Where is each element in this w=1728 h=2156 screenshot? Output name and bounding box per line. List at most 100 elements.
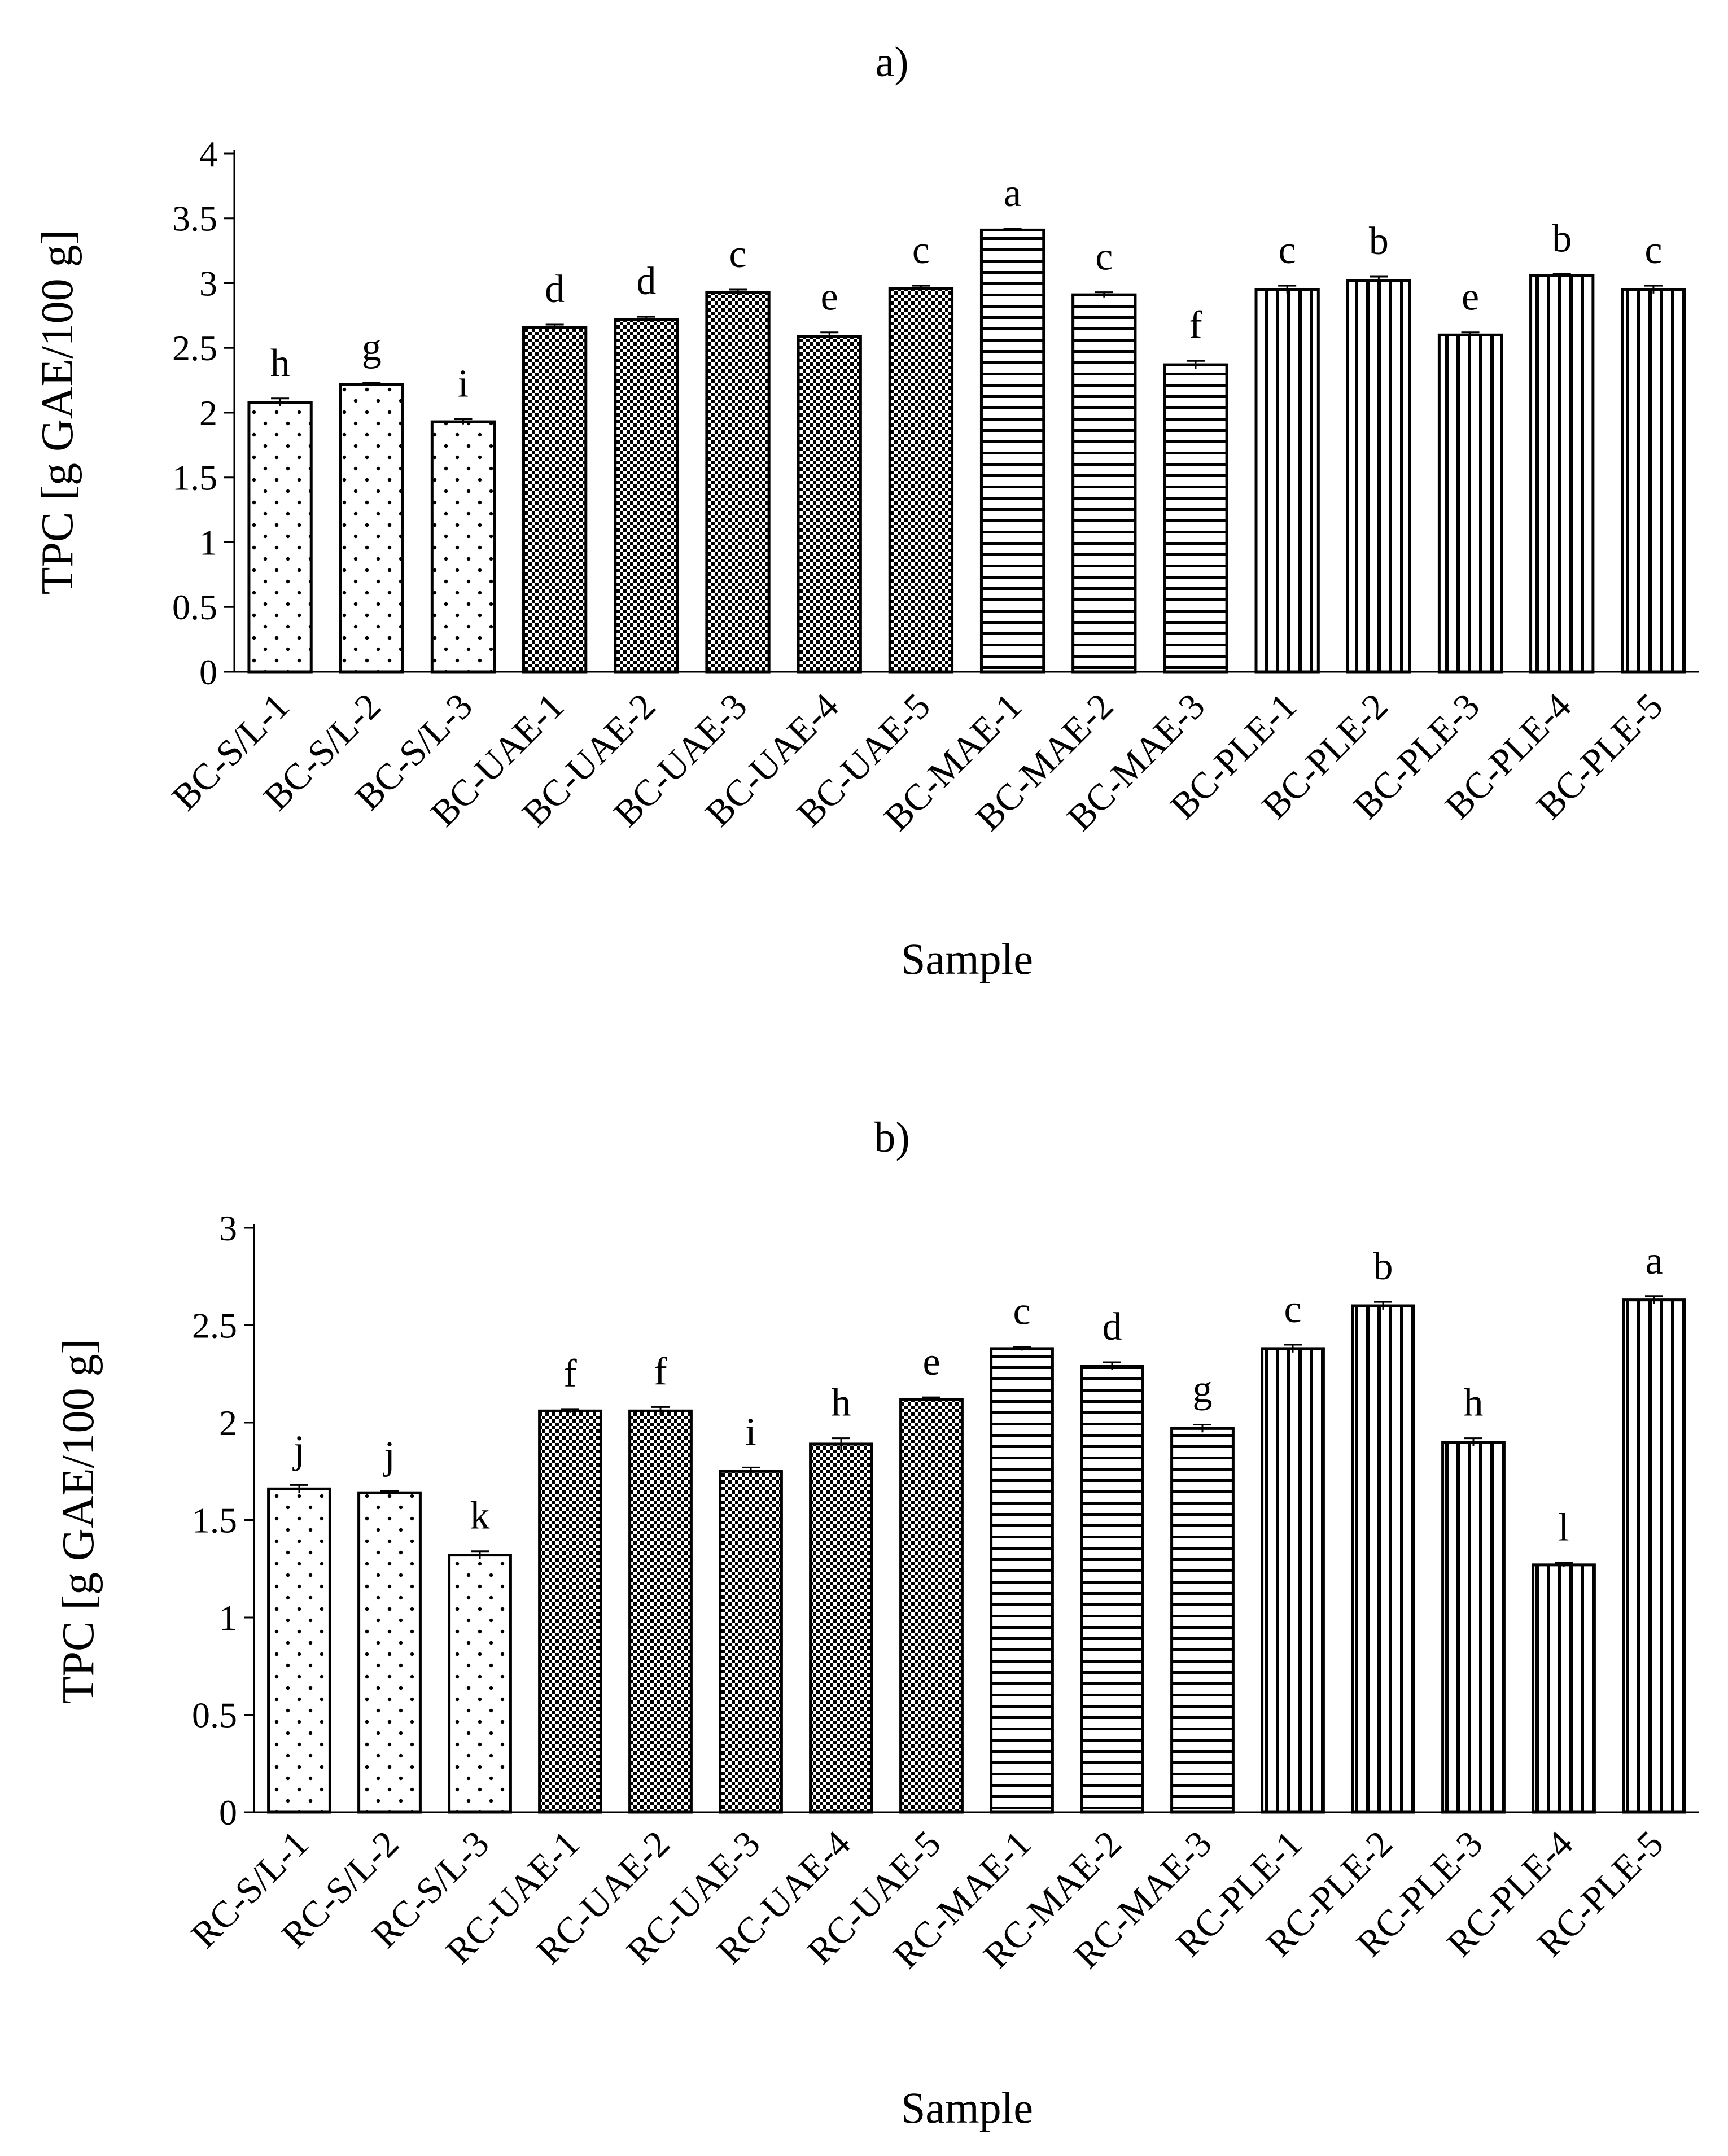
- bar: [1622, 1298, 1686, 1814]
- bar: [1529, 274, 1595, 674]
- y-tick-label: 0.5: [172, 587, 217, 627]
- y-tick-labels: 0 0.5 1 1.5 2 2.5 3 3.5 4: [172, 134, 234, 692]
- bar: [1437, 333, 1503, 674]
- significance-letter: j: [292, 1428, 304, 1471]
- significance-letter: b: [1552, 217, 1572, 260]
- y-tick-label: 0: [199, 652, 217, 692]
- chart-panel-a: a) TPC [g GAE/100 g] Sample 0 0.5 1 1.5 2 2.5…: [33, 38, 1699, 983]
- significance-letter: c: [1013, 1289, 1030, 1333]
- error-bars: [271, 228, 1663, 425]
- significance-letter: e: [922, 1340, 940, 1384]
- bar: [990, 1347, 1054, 1814]
- chart-title: a): [875, 38, 908, 86]
- significance-letter: h: [270, 342, 290, 385]
- bar: [247, 401, 313, 674]
- y-tick-label: 1.5: [192, 1500, 237, 1540]
- y-axis-label: TPC [g GAE/100 g]: [33, 230, 82, 595]
- bar: [1441, 1441, 1506, 1814]
- significance-letter: c: [1284, 1288, 1301, 1331]
- significance-letter: c: [729, 233, 746, 276]
- bar: [979, 228, 1045, 674]
- axes: [233, 150, 1699, 673]
- bar: [1351, 1304, 1415, 1814]
- bar: [538, 1409, 602, 1814]
- y-tick-label: 2: [219, 1403, 237, 1443]
- x-axis-label: Sample: [901, 2083, 1033, 2132]
- significance-letter: i: [745, 1410, 756, 1454]
- chart-title: b): [874, 1114, 909, 1161]
- significance-letter: d: [1103, 1305, 1122, 1349]
- significance-letters: h g i d d c e c a c f c b e b c: [270, 172, 1663, 405]
- significance-letter: c: [1279, 229, 1296, 272]
- significance-letter: a: [1645, 1239, 1663, 1283]
- bar: [1071, 293, 1137, 674]
- x-tick-labels: RC-S/L-1RC-S/L-2RC-S/L-3RC-UAE-1RC-UAE-2…: [183, 1823, 1672, 1976]
- significance-letter: l: [1558, 1506, 1569, 1549]
- y-tick-label: 0.5: [192, 1695, 237, 1735]
- bar: [339, 383, 404, 674]
- bar: [797, 335, 862, 674]
- y-tick-label: 3: [219, 1208, 237, 1248]
- significance-letter: g: [362, 326, 382, 369]
- y-tick-label: 4: [199, 134, 217, 174]
- y-tick-label: 0: [219, 1792, 237, 1833]
- significance-letter: e: [821, 275, 838, 319]
- significance-letter: h: [832, 1381, 851, 1425]
- bar: [1163, 363, 1228, 674]
- bars: [267, 1298, 1686, 1814]
- significance-letter: f: [1189, 304, 1202, 347]
- chart-panel-b: b) TPC [g GAE/100 g] Sample 0 0.5 1 1.5 2 2.5…: [54, 1114, 1699, 2132]
- bar: [614, 318, 679, 674]
- significance-letter: j: [382, 1434, 395, 1477]
- axes: [253, 1224, 1699, 1813]
- bar: [522, 326, 588, 674]
- significance-letter: k: [470, 1494, 490, 1538]
- bar: [1261, 1347, 1325, 1814]
- bar: [899, 1398, 964, 1814]
- bar: [1346, 279, 1411, 674]
- x-axis-label: Sample: [901, 934, 1033, 983]
- significance-letter: a: [1004, 172, 1021, 215]
- y-tick-label: 3.5: [172, 199, 217, 239]
- bar: [430, 420, 496, 674]
- y-axis-label: TPC [g GAE/100 g]: [54, 1339, 103, 1704]
- significance-letter: c: [1644, 229, 1662, 272]
- bar: [628, 1409, 693, 1814]
- significance-letters: j j k f f i h e c d g c b h l a: [292, 1239, 1663, 1550]
- significance-letter: d: [545, 268, 565, 311]
- bar: [1170, 1427, 1235, 1814]
- bar: [809, 1442, 873, 1814]
- bar: [1532, 1563, 1596, 1814]
- significance-letter: c: [1095, 235, 1113, 279]
- bar: [719, 1470, 783, 1814]
- y-tick-label: 1: [219, 1598, 237, 1638]
- significance-letter: b: [1373, 1245, 1393, 1288]
- y-tick-label: 1: [199, 522, 217, 562]
- y-tick-labels: 0 0.5 1 1.5 2 2.5 3: [192, 1208, 254, 1833]
- x-tick-labels: BC-S/L-1BC-S/L-2BC-S/L-3BC-UAE-1BC-UAE-2…: [164, 685, 1671, 839]
- bar: [357, 1491, 422, 1814]
- y-tick-label: 2.5: [192, 1305, 237, 1345]
- significance-letter: f: [654, 1350, 667, 1393]
- bar: [888, 287, 954, 674]
- significance-letter: f: [563, 1352, 577, 1396]
- significance-letter: i: [458, 362, 469, 405]
- y-tick-label: 1.5: [172, 458, 217, 498]
- significance-letter: c: [912, 229, 930, 272]
- y-tick-label: 2: [199, 393, 217, 433]
- significance-letter: b: [1369, 220, 1389, 263]
- error-bars: [290, 1295, 1663, 1567]
- bar: [1080, 1365, 1144, 1814]
- bar: [705, 291, 771, 674]
- significance-letter: e: [1462, 275, 1479, 319]
- significance-letter: d: [636, 260, 656, 303]
- bar: [1254, 288, 1320, 674]
- significance-letter: h: [1464, 1381, 1484, 1425]
- significance-letter: g: [1193, 1367, 1213, 1411]
- y-tick-label: 2.5: [172, 328, 217, 368]
- bar: [448, 1554, 512, 1814]
- bar: [1621, 288, 1686, 674]
- bar: [267, 1487, 331, 1814]
- bars: [247, 228, 1686, 674]
